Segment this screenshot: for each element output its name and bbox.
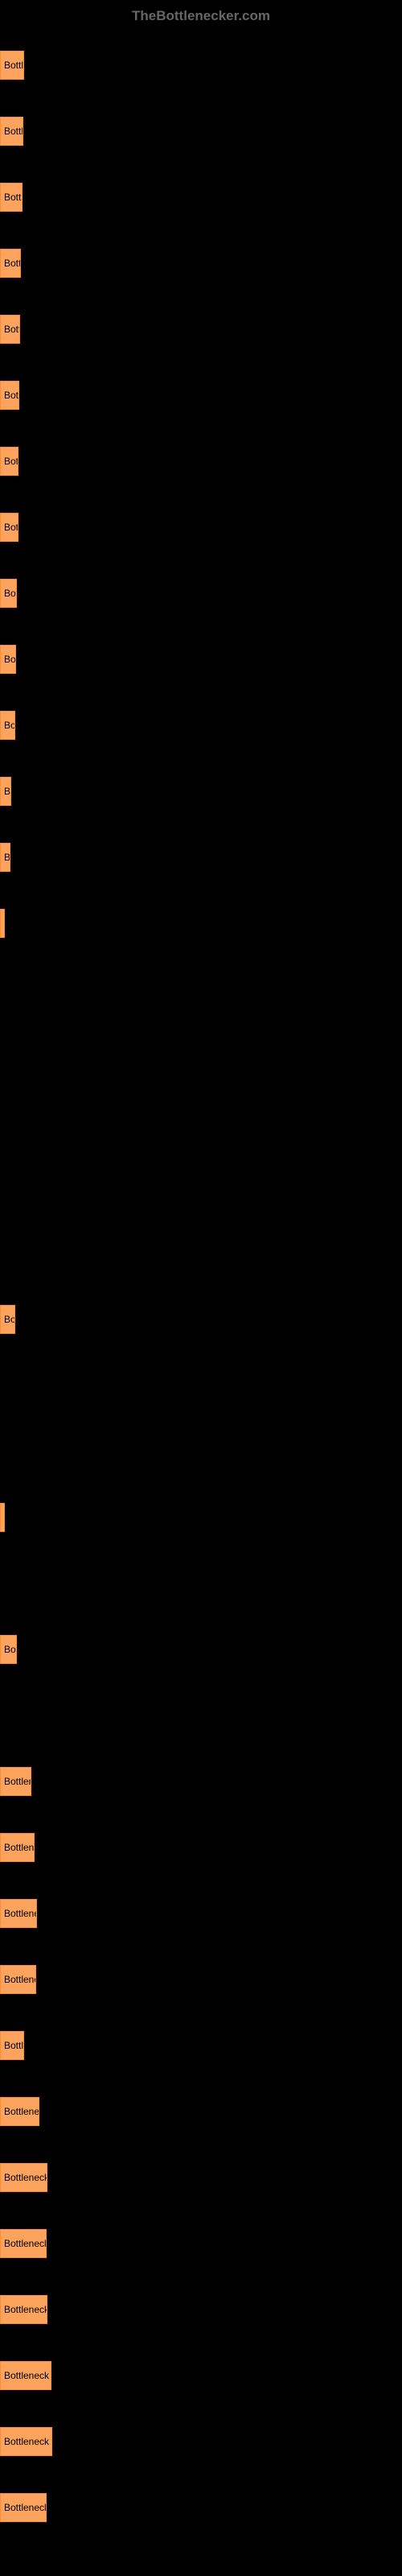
chart-bar: Bottl [0,183,23,212]
chart-bar: Bott [0,315,20,344]
chart-row [0,1022,402,1088]
chart-row: Bottlenec [0,1814,402,1880]
chart-row [0,1352,402,1418]
chart-bar: Bot [0,1635,17,1664]
chart-bar: Bottleneck r [0,2229,47,2258]
chart-row: Bo [0,1286,402,1352]
chart-row [0,890,402,956]
chart-bar: Bottlenec [0,1965,36,1994]
site-header: TheBottlenecker.com [0,8,402,24]
chart-row: Bottle [0,2013,402,2079]
chart-bar: Bottleneck re [0,2163,47,2192]
chart-row [0,1418,402,1484]
chart-bar: Bo [0,645,16,674]
chart-bar: Bott [0,447,18,476]
chart-bar: Bottlene [0,1767,31,1796]
chart-row [0,1550,402,1616]
chart-row: Bo [0,626,402,692]
chart-row: Bottleneck r [0,2475,402,2541]
chart-row: Bot [0,560,402,626]
chart-row: Bott [0,296,402,362]
chart-row: Bot [0,1616,402,1682]
chart-bar: Bottleneck res [0,2427,52,2456]
bottleneck-chart: Bottle Bottle Bottl Bott Bott Bot Bott Bott Bot B… [0,32,402,2541]
chart-row [0,1484,402,1550]
chart-row: B [0,824,402,890]
chart-row [0,1682,402,1748]
chart-bar [0,1503,5,1532]
chart-row: Bottleneck [0,2079,402,2145]
chart-bar: Bo [0,711,15,740]
chart-row [0,1088,402,1154]
chart-row [0,1220,402,1286]
chart-row: B [0,758,402,824]
chart-row: Bottleneck re [0,2277,402,2343]
chart-bar: B [0,777,11,806]
chart-row: Bottleneck res [0,2409,402,2475]
chart-bar: Bottleneck res [0,2361,51,2390]
chart-row: Bottle [0,32,402,98]
chart-bar [0,909,5,938]
chart-row: Bott [0,494,402,560]
chart-bar: Bottle [0,117,23,146]
chart-row: Bottl [0,164,402,230]
chart-row: Bo [0,692,402,758]
chart-row: Bottlene [0,1748,402,1814]
chart-row: Bottleneck [0,1880,402,1946]
chart-row: Bottleneck res [0,2343,402,2409]
chart-row [0,956,402,1022]
chart-bar: Bottlenec [0,1833,35,1862]
chart-row: Bottlenec [0,1946,402,2013]
chart-row: Bott [0,428,402,494]
chart-row: Bottleneck re [0,2145,402,2211]
chart-bar: Bottleneck [0,2097,39,2126]
chart-bar: Bott [0,513,18,542]
chart-bar: Bot [0,579,17,608]
chart-row [0,1154,402,1220]
chart-bar: Bottleneck [0,1899,37,1928]
chart-bar: Bo [0,1305,15,1334]
chart-bar: Bottle [0,51,24,80]
chart-bar: B [0,843,10,872]
chart-bar: Bott [0,249,21,278]
chart-row: Bottle [0,98,402,164]
chart-bar: Bottle [0,2031,24,2060]
chart-bar: Bot [0,381,19,410]
chart-row: Bott [0,230,402,296]
chart-bar: Bottleneck re [0,2295,47,2324]
chart-bar: Bottleneck r [0,2493,47,2522]
chart-row: Bot [0,362,402,428]
chart-row: Bottleneck r [0,2211,402,2277]
